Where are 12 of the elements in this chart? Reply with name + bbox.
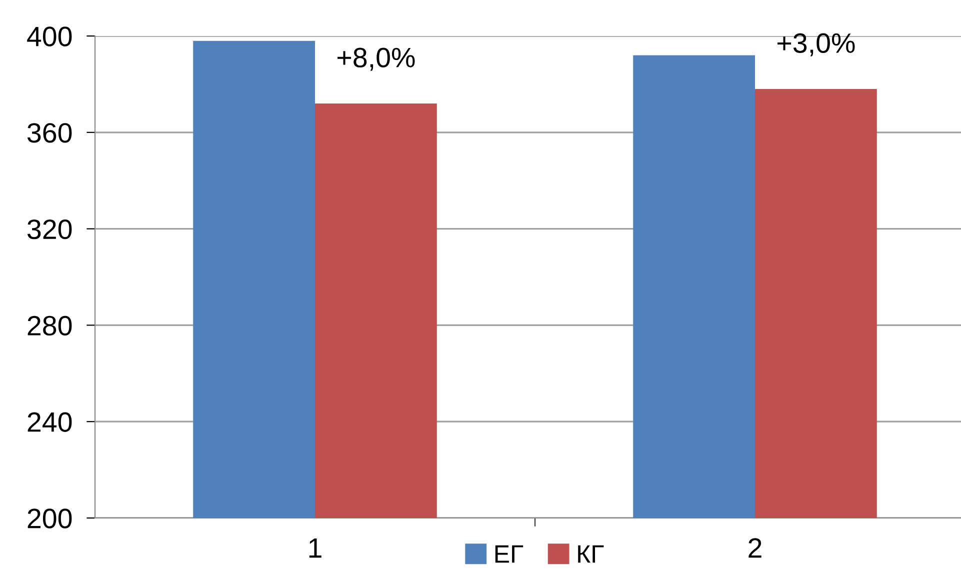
annotation: +8,0%	[338, 48, 415, 71]
legend-label: КГ	[578, 545, 604, 563]
y-tick-label: 320	[27, 219, 72, 240]
x-tick-label: 1	[309, 538, 322, 558]
x-tick-label: 2	[748, 538, 762, 558]
y-tick-label: 200	[28, 508, 72, 528]
y-tick-label: 280	[28, 316, 72, 336]
annotation: +3,0%	[778, 33, 855, 56]
y-tick-label: 240	[28, 412, 72, 432]
y-tick-label: 400	[27, 26, 72, 46]
y-tick-label: 360	[27, 123, 72, 143]
legend-label: ЕГ	[495, 545, 524, 563]
